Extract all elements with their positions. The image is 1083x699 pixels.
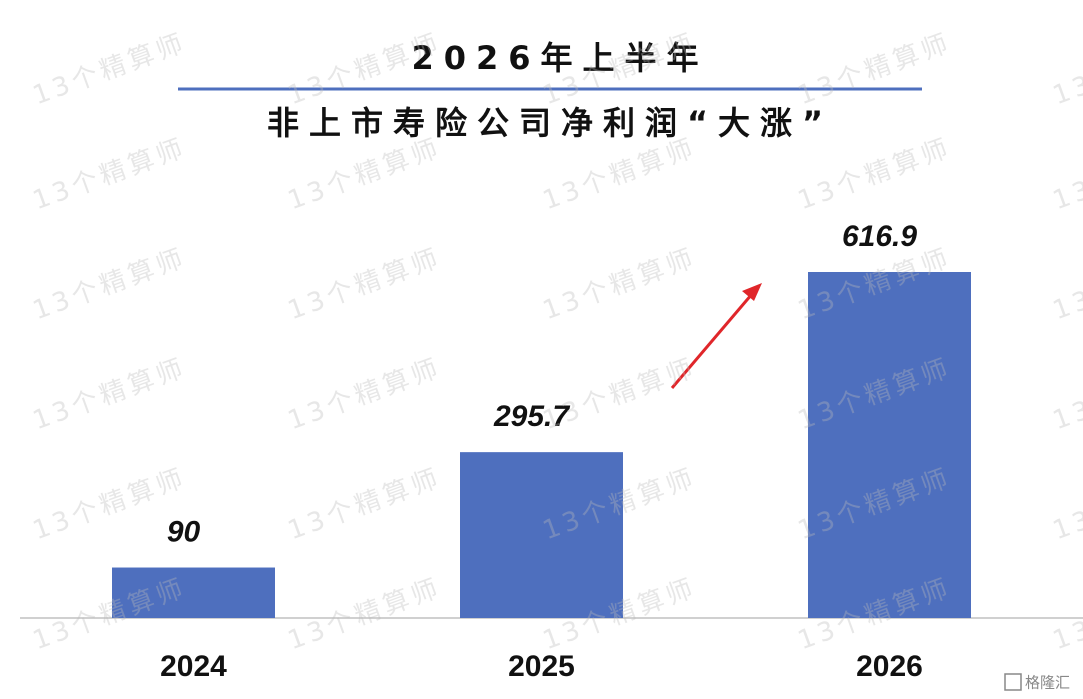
x-tick-label: 2024 bbox=[160, 650, 227, 683]
watermark: 13个精算师 bbox=[29, 133, 191, 216]
value-label: 616.9 bbox=[842, 220, 917, 253]
value-label: 295.7 bbox=[493, 400, 570, 433]
watermark: 13个精算师 bbox=[539, 133, 701, 216]
watermark: 13个精算师 bbox=[284, 573, 446, 656]
watermark: 13个精算师 bbox=[284, 463, 446, 546]
watermark: 13个精算师 bbox=[1049, 28, 1083, 111]
bar bbox=[460, 452, 623, 618]
plot: 90 2024 295.7 2025 616.9 2026 bbox=[112, 220, 971, 683]
watermark: 13个精算师 bbox=[794, 28, 956, 111]
watermark: 13个精算师 bbox=[284, 243, 446, 326]
watermark: 13个精算师 bbox=[539, 353, 701, 436]
watermark: 13个精算师 bbox=[284, 353, 446, 436]
logo: 格隆汇 bbox=[1025, 674, 1070, 692]
watermark: 13个精算师 bbox=[1049, 133, 1083, 216]
watermark: 13个精算师 bbox=[1049, 463, 1083, 546]
logo-icon bbox=[1004, 673, 1022, 691]
watermark: 13个精算师 bbox=[1049, 353, 1083, 436]
bar bbox=[808, 272, 971, 618]
watermark: 13个精算师 bbox=[29, 28, 191, 111]
value-label: 90 bbox=[167, 515, 201, 548]
bar bbox=[112, 567, 275, 618]
watermark: 13个精算师 bbox=[284, 133, 446, 216]
trend-arrowhead bbox=[742, 283, 762, 301]
watermark: 13个精算师 bbox=[1049, 243, 1083, 326]
x-tick-label: 2026 bbox=[856, 650, 923, 683]
watermark: 13个精算师 bbox=[794, 133, 956, 216]
x-tick-label: 2025 bbox=[508, 650, 575, 683]
watermark: 13个精算师 bbox=[539, 243, 701, 326]
chart-title: 2026年上半年 bbox=[411, 39, 708, 77]
watermark: 13个精算师 bbox=[1049, 573, 1083, 656]
watermark: 13个精算师 bbox=[29, 243, 191, 326]
chart-subtitle: 非上市寿险公司净利润“大涨” bbox=[267, 104, 833, 142]
trend-arrow bbox=[670, 293, 754, 389]
watermark: 13个精算师 bbox=[29, 353, 191, 436]
